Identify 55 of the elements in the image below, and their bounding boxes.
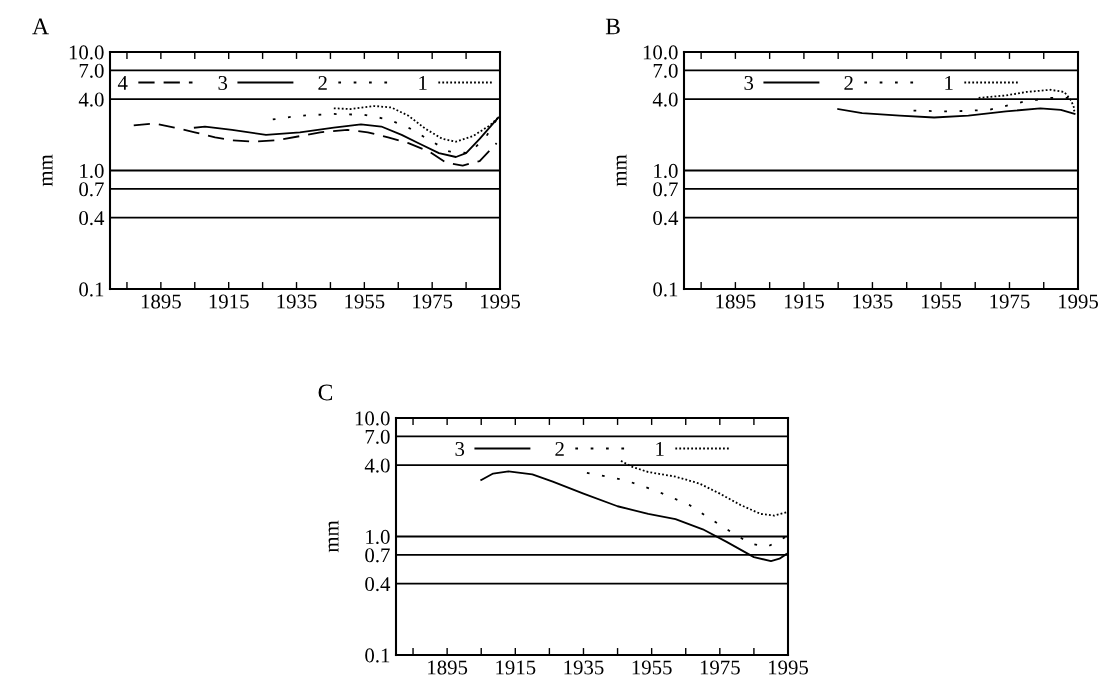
- x-tick-label: 1995: [1059, 294, 1099, 309]
- y-tick-label: 1.0: [654, 163, 678, 179]
- chart-title: B: [605, 18, 620, 35]
- legend-label: 3: [744, 75, 754, 90]
- y-tick-label: 0.7: [653, 182, 678, 197]
- chart-title: A: [32, 18, 49, 35]
- legend-label: 2: [844, 75, 853, 90]
- y-tick-label: 4.0: [652, 92, 678, 107]
- y-tick-label: 0.1: [365, 648, 390, 663]
- legend-label: 1: [945, 76, 953, 90]
- y-tick-label: 4.0: [364, 458, 390, 473]
- x-tick-label: 1935: [277, 294, 317, 309]
- y-tick-label: 0.1: [79, 282, 104, 297]
- x-tick-label: 1975: [990, 294, 1030, 309]
- y-tick-label: 7.0: [653, 63, 678, 78]
- y-tick-label: 0.4: [653, 211, 679, 226]
- x-tick-label: 1935: [564, 660, 604, 675]
- legend-label: 3: [218, 75, 228, 90]
- x-tick-label: 1995: [769, 660, 809, 675]
- x-tick-label: 1915: [496, 660, 536, 675]
- legend-label: 1: [419, 76, 427, 90]
- legend-label: 4: [117, 76, 128, 90]
- y-tick-label: 10.0: [643, 45, 678, 60]
- x-tick-label: 1975: [413, 294, 453, 309]
- y-tick-label: 1.0: [80, 163, 104, 179]
- y-tick-label: 0.7: [79, 182, 104, 197]
- y-tick-label: 0.4: [79, 211, 105, 226]
- y-tick-label: 10.0: [69, 45, 104, 60]
- legend-label: 3: [455, 441, 465, 456]
- chart-title: C: [318, 384, 333, 401]
- y-axis-title: mm: [616, 154, 627, 187]
- x-tick-label: 1895: [141, 294, 181, 309]
- y-tick-label: 1.0: [366, 529, 390, 545]
- x-tick-label: 1915: [784, 294, 824, 309]
- legend-label: 2: [318, 75, 327, 90]
- x-tick-label: 1995: [481, 294, 521, 309]
- y-axis-title: mm: [328, 520, 339, 553]
- x-tick-label: 1955: [921, 294, 961, 309]
- x-tick-label: 1955: [345, 294, 385, 309]
- y-tick-label: 0.1: [653, 282, 678, 297]
- y-tick-label: 7.0: [365, 429, 390, 444]
- x-tick-label: 1935: [853, 294, 893, 309]
- y-tick-label: 0.4: [365, 577, 391, 592]
- y-axis-title: mm: [42, 154, 53, 187]
- y-tick-label: 7.0: [79, 63, 104, 78]
- legend-label: 2: [555, 441, 564, 456]
- x-tick-label: 1975: [700, 660, 740, 675]
- x-tick-label: 1895: [716, 294, 756, 309]
- x-tick-label: 1915: [209, 294, 249, 309]
- legend-label: 1: [656, 442, 664, 456]
- y-tick-label: 10.0: [355, 411, 390, 426]
- x-tick-label: 1955: [632, 660, 672, 675]
- y-tick-label: 4.0: [78, 92, 104, 107]
- y-tick-label: 0.7: [365, 548, 390, 563]
- x-tick-label: 1895: [428, 660, 468, 675]
